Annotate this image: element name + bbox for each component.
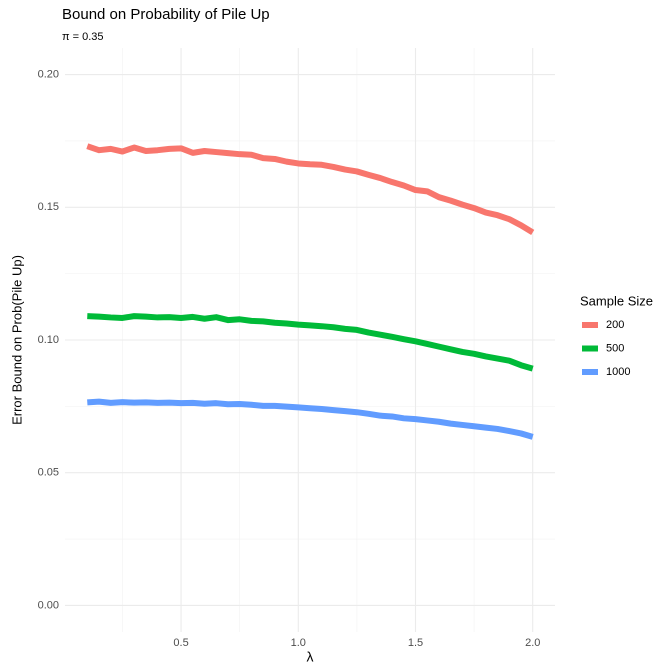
y-tick-label: 0.05 — [38, 467, 59, 479]
x-tick-label: 2.0 — [525, 637, 540, 649]
series-line — [87, 313, 534, 372]
x-tick-label: 1.5 — [408, 637, 423, 649]
legend-label: 200 — [606, 319, 624, 331]
series-line — [87, 398, 534, 440]
series-line — [86, 143, 535, 236]
y-tick-label: 0.00 — [38, 599, 59, 611]
x-tick-label: 0.5 — [173, 637, 188, 649]
x-axis-label: λ — [307, 649, 314, 664]
y-axis-label: Error Bound on Prob(Pile Up) — [9, 255, 24, 425]
legend-label: 1000 — [606, 366, 630, 378]
legend-title: Sample Size — [580, 293, 653, 308]
y-tick-label: 0.15 — [38, 201, 59, 213]
chart-title: Bound on Probability of Pile Up — [62, 6, 270, 23]
legend-label: 500 — [606, 342, 624, 354]
chart-subtitle: π = 0.35 — [62, 31, 104, 43]
x-tick-label: 1.0 — [291, 637, 306, 649]
y-tick-label: 0.20 — [38, 68, 59, 80]
y-tick-label: 0.10 — [38, 334, 59, 346]
